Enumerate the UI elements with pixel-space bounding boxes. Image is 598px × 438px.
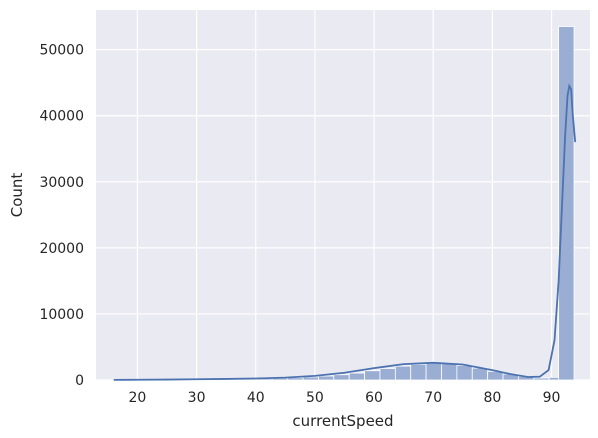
histogram-bar [441,363,458,381]
y-tick-label: 0 [75,373,84,389]
x-tick-label: 60 [365,390,383,406]
plot-background [96,10,590,380]
histogram-bar [318,375,335,381]
kde-line [113,83,577,381]
histogram-bar [533,377,550,381]
histogram-bar [302,376,319,381]
x-tick-label: 30 [188,390,206,406]
y-tick-labels: 0 10000 20000 30000 40000 50000 [39,43,84,389]
grid-lines [96,10,590,381]
histogram-bar [333,374,350,381]
histogram-bar [425,363,442,381]
y-tick-label: 40000 [39,109,84,125]
y-tick-label: 10000 [39,307,84,323]
histogram-bar [379,368,396,381]
histogram-bar [348,372,365,381]
histogram-bar [558,26,575,381]
x-tick-label: 70 [424,390,442,406]
x-tick-label: 20 [128,390,146,406]
x-tick-label: 50 [306,390,324,406]
histogram-bar [471,367,489,381]
histogram-bar [410,364,427,381]
x-tick-label: 80 [483,390,501,406]
y-tick-label: 30000 [39,175,84,191]
histogram-bar [364,370,381,381]
y-tick-label: 20000 [39,241,84,257]
x-tick-labels: 20 30 40 50 60 70 80 90 [128,390,560,406]
y-tick-label: 50000 [39,43,84,59]
x-axis-label: currentSpeed [292,412,393,430]
x-tick-label: 40 [247,390,265,406]
histogram-bar [456,365,473,381]
histogram-bar [394,365,412,381]
y-axis-label: Count [8,173,26,218]
x-tick-label: 90 [543,390,561,406]
